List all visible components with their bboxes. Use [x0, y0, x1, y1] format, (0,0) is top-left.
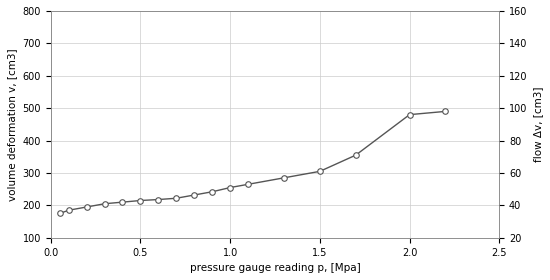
X-axis label: pressure gauge reading p, [Mpa]: pressure gauge reading p, [Mpa]	[190, 263, 360, 273]
Y-axis label: volume deformation v, [cm3]: volume deformation v, [cm3]	[7, 48, 17, 201]
Y-axis label: flow Δv, [cm3]: flow Δv, [cm3]	[533, 87, 543, 162]
